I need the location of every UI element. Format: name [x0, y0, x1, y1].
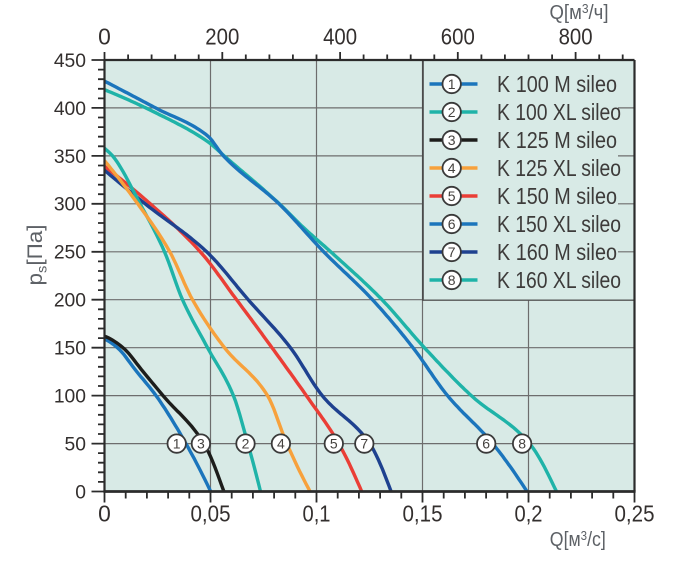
svg-text:K 150 M sileo: K 150 M sileo [497, 183, 617, 209]
svg-text:0: 0 [75, 482, 86, 503]
svg-text:5: 5 [448, 188, 456, 204]
svg-text:2: 2 [242, 435, 250, 451]
svg-text:400: 400 [323, 23, 357, 49]
svg-text:1: 1 [173, 435, 181, 451]
svg-text:4: 4 [448, 160, 456, 176]
svg-text:1: 1 [448, 76, 456, 92]
svg-text:0: 0 [98, 23, 111, 49]
svg-text:7: 7 [360, 435, 368, 451]
svg-text:K 125 M sileo: K 125 M sileo [497, 127, 617, 153]
svg-text:6: 6 [482, 435, 490, 451]
svg-text:K 150 XL sileo: K 150 XL sileo [497, 211, 621, 237]
svg-text:4: 4 [277, 435, 285, 451]
svg-text:K 160 XL sileo: K 160 XL sileo [497, 267, 621, 293]
svg-text:6: 6 [448, 216, 456, 232]
svg-text:2: 2 [448, 104, 456, 120]
svg-text:800: 800 [559, 23, 593, 49]
svg-text:K 100 M sileo: K 100 M sileo [497, 71, 617, 97]
svg-text:0,25: 0,25 [615, 500, 655, 526]
svg-text:Q[м3/c]: Q[м3/c] [550, 528, 606, 551]
svg-text:0,15: 0,15 [403, 500, 443, 526]
svg-text:250: 250 [54, 243, 86, 264]
svg-text:450: 450 [54, 51, 86, 72]
svg-text:350: 350 [54, 147, 86, 168]
svg-text:200: 200 [205, 23, 239, 49]
svg-text:3: 3 [197, 435, 205, 451]
svg-text:300: 300 [54, 195, 86, 216]
svg-text:0,05: 0,05 [191, 500, 231, 526]
svg-text:400: 400 [54, 99, 86, 120]
svg-text:600: 600 [441, 23, 475, 49]
svg-text:ps[Па]: ps[Па] [23, 225, 50, 286]
svg-text:5: 5 [330, 435, 338, 451]
svg-text:K 125 XL sileo: K 125 XL sileo [497, 155, 621, 181]
svg-text:3: 3 [448, 132, 456, 148]
svg-text:8: 8 [518, 435, 526, 451]
svg-text:7: 7 [448, 244, 456, 260]
svg-text:0: 0 [98, 500, 111, 526]
svg-text:Q[м3/ч]: Q[м3/ч] [550, 1, 609, 24]
svg-text:8: 8 [448, 272, 456, 288]
svg-text:K 160 M sileo: K 160 M sileo [497, 239, 617, 265]
svg-text:0,1: 0,1 [303, 500, 331, 526]
svg-text:50: 50 [65, 435, 86, 456]
svg-text:0,2: 0,2 [515, 500, 543, 526]
svg-text:100: 100 [54, 387, 86, 408]
svg-text:150: 150 [54, 339, 86, 360]
svg-text:K 100 XL sileo: K 100 XL sileo [497, 99, 621, 125]
svg-text:200: 200 [54, 291, 86, 312]
